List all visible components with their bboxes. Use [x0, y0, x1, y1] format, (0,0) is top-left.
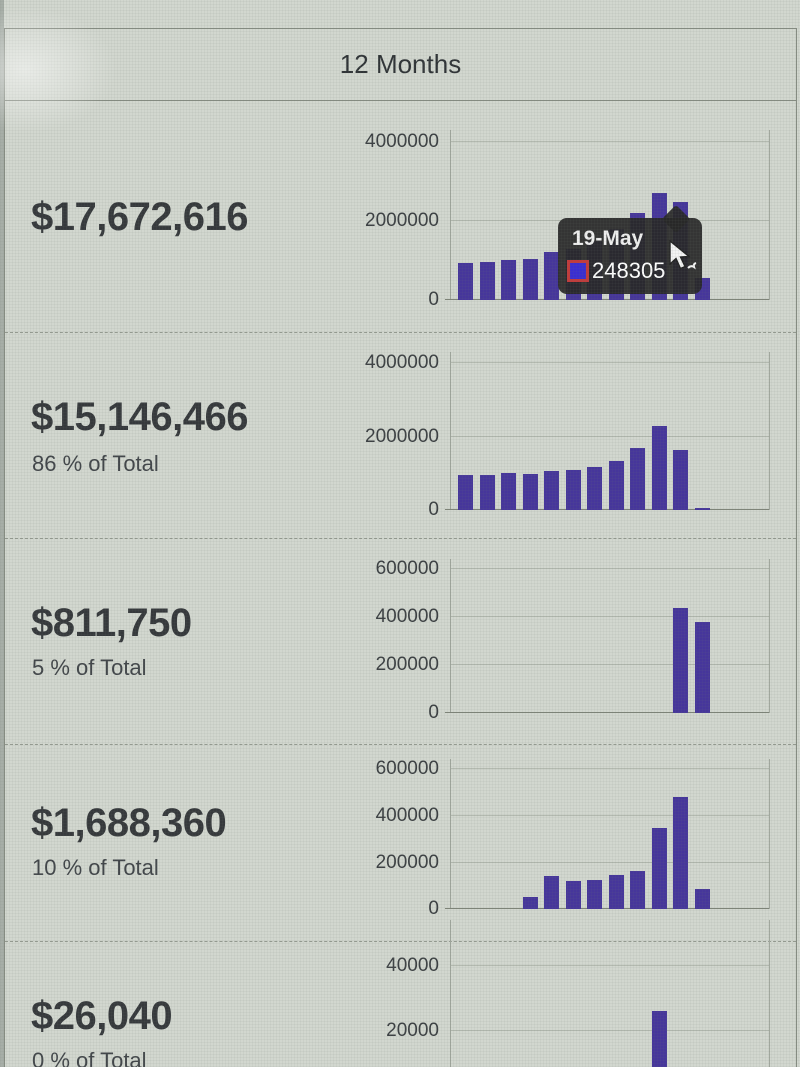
gridline	[451, 567, 769, 569]
percent-of-total: 0 % of Total	[32, 1048, 147, 1067]
y-axis-tick-label: 400000	[375, 804, 439, 826]
bar[interactable]	[522, 259, 538, 300]
gridline	[451, 435, 769, 437]
bar[interactable]	[587, 879, 602, 909]
metric-value: $17,672,616	[31, 195, 248, 239]
metric-value: $1,688,360	[31, 801, 227, 845]
bar-chart-row-2[interactable]: 0 2000000 4000000	[365, 352, 770, 520]
y-axis-tick-label: 40000	[386, 954, 439, 976]
metric-row-5[interactable]: $26,040 0 % of Total	[5, 941, 796, 1067]
gridline	[451, 1029, 769, 1031]
bar[interactable]	[458, 475, 473, 510]
y-axis-tick-label: 4000000	[365, 130, 439, 152]
bar[interactable]	[608, 461, 624, 510]
y-axis-tick-label: 4000000	[365, 352, 439, 374]
x-axis-line	[445, 712, 769, 713]
y-axis-tick-label: 400000	[375, 605, 439, 627]
bar[interactable]	[458, 263, 473, 300]
gridline	[451, 964, 769, 966]
bar[interactable]	[694, 889, 710, 909]
metric-row-4[interactable]: $1,688,360 10 % of Total	[5, 744, 796, 941]
bar-chart-row-4[interactable]: 0 200000 400000 600000	[376, 759, 770, 919]
bar[interactable]	[651, 827, 667, 909]
y-axis-tick-label: 200000	[375, 851, 439, 873]
bar[interactable]	[673, 450, 688, 510]
bar[interactable]	[522, 474, 538, 510]
gridline	[451, 814, 769, 816]
series-swatch-icon	[567, 260, 589, 282]
metric-row-2[interactable]: $15,146,466 86 % of Total	[5, 332, 796, 538]
bar[interactable]	[522, 897, 538, 909]
y-axis-tick-label: 0	[428, 898, 439, 919]
tooltip-category-label: 19-May	[572, 227, 644, 250]
bar[interactable]	[479, 262, 495, 300]
percent-of-total: 86 % of Total	[32, 451, 159, 476]
bar[interactable]	[630, 870, 645, 909]
metric-value: $811,750	[31, 601, 192, 645]
bar[interactable]	[565, 470, 581, 510]
y-axis-tick-label: 0	[428, 702, 439, 723]
y-axis-tick-label: 600000	[375, 557, 439, 579]
bar[interactable]	[544, 251, 559, 300]
metric-row-1[interactable]: $17,672,616	[5, 101, 796, 332]
y-axis-tick-label: 0	[428, 499, 439, 520]
bar[interactable]	[673, 797, 688, 909]
percent-of-total: 5 % of Total	[32, 655, 147, 680]
percent-of-total: 10 % of Total	[32, 855, 159, 880]
bar[interactable]	[565, 881, 581, 909]
bar[interactable]	[479, 474, 495, 510]
y-axis-tick-label: 0	[428, 289, 439, 310]
bar[interactable]	[544, 471, 559, 510]
bar[interactable]	[501, 472, 516, 510]
bar[interactable]	[587, 467, 602, 510]
x-axis-line	[445, 509, 769, 510]
y-axis-tick-label: 600000	[375, 758, 439, 780]
tooltip-value: 248305	[592, 258, 666, 283]
bar[interactable]	[630, 447, 645, 510]
metric-value: $15,146,466	[31, 395, 248, 439]
gridline	[451, 663, 769, 665]
bar[interactable]	[651, 1011, 667, 1067]
y-axis-tick-label: 2000000	[365, 425, 439, 447]
y-axis-tick-label: 2000000	[365, 209, 439, 231]
gridline	[451, 861, 769, 863]
bar[interactable]	[501, 260, 516, 300]
page-title: 12 Months	[339, 49, 462, 79]
y-axis-tick-label: 200000	[375, 653, 439, 675]
metric-value: $26,040	[31, 994, 173, 1038]
x-axis-line	[445, 299, 769, 300]
mouse-cursor-icon	[668, 239, 698, 279]
bar[interactable]	[608, 875, 624, 909]
x-axis-line	[445, 908, 769, 909]
gridline	[451, 768, 769, 770]
bar[interactable]	[694, 508, 710, 510]
metrics-table: 12 Months $17,672,616 $15,146,466 86 % o…	[4, 28, 797, 1067]
bar[interactable]	[544, 876, 559, 909]
screen-edge	[0, 0, 4, 1067]
metric-row-3[interactable]: $811,750 5 % of Total	[5, 538, 796, 744]
bar[interactable]	[694, 621, 710, 713]
gridline	[451, 140, 769, 142]
bar[interactable]	[673, 608, 688, 713]
bar[interactable]	[651, 426, 667, 510]
y-axis-tick-label: 20000	[386, 1019, 439, 1041]
bar-chart-row-3[interactable]: 0 200000 400000 600000	[376, 558, 770, 723]
gridline	[451, 362, 769, 364]
gridline	[451, 615, 769, 617]
table-header: 12 Months	[5, 29, 796, 101]
